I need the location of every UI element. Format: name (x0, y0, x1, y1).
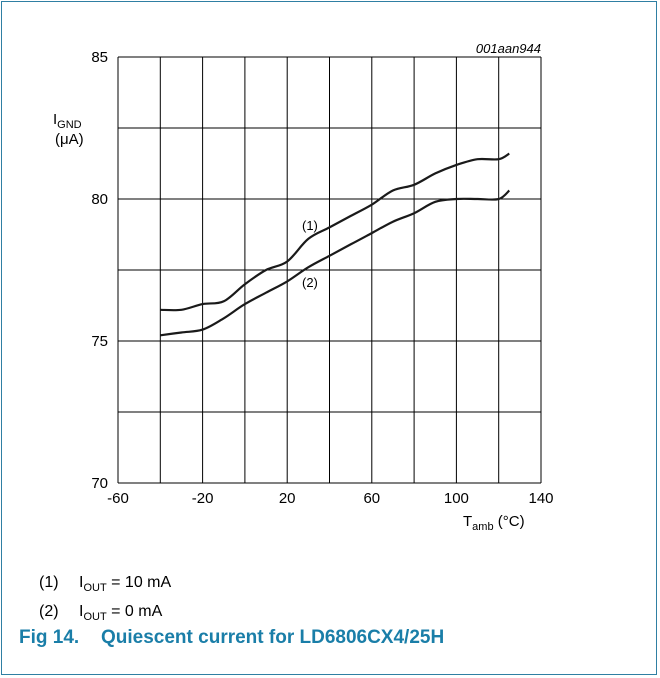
y-axis-label: IGND (53, 111, 82, 131)
x-tick-label: -20 (192, 490, 214, 507)
legend-item-2-symbol: I (79, 603, 84, 620)
chart-annotations: (1) (2) (302, 218, 318, 290)
quiescent-current-chart: -60 -20 20 60 100 140 70 75 80 85 (1) (2) 001aan94… (53, 41, 554, 533)
y-tick-label: 85 (91, 49, 108, 66)
legend-item-2-subscript: OUT (83, 611, 107, 624)
curve-label-2: (2) (302, 275, 318, 290)
legend-item-2-condition: = 0 mA (106, 603, 163, 620)
series-line-2 (160, 189, 511, 337)
y-axis-unit: (μA) (55, 131, 84, 148)
legend-item-1-condition: = 10 mA (106, 574, 172, 591)
chart-curves (160, 152, 511, 337)
y-axis-label-symbol: I (53, 111, 57, 128)
legend-item-2: (2) IOUT = 0 mA (39, 603, 162, 623)
x-tick-label: 140 (528, 490, 553, 507)
x-axis-label-subscript: amb (472, 521, 493, 533)
x-tick-label: 60 (363, 490, 380, 507)
chart-tick-labels: -60 -20 20 60 100 140 70 75 80 85 (91, 49, 553, 507)
x-tick-label: -60 (107, 490, 129, 507)
x-tick-label: 100 (444, 490, 469, 507)
chart-grid (117, 56, 542, 484)
y-axis-label-subscript: GND (57, 119, 82, 131)
x-tick-label: 20 (279, 490, 296, 507)
legend-item-1-number: (1) (39, 574, 59, 591)
legend-item-2-number: (2) (39, 603, 59, 620)
x-axis-label: Tamb (°C) (463, 513, 525, 533)
figure-caption-text: Quiescent current for LD6806CX4/25H (101, 627, 445, 648)
series-line-1 (160, 152, 510, 312)
y-tick-label: 80 (91, 191, 108, 208)
legend-item-1: (1) IOUT = 10 mA (39, 574, 171, 594)
x-axis-label-unit: (°C) (494, 513, 525, 530)
figure-caption-label: Fig 14. (19, 627, 80, 648)
figure-caption: Fig 14. Quiescent current for LD6806CX4/2… (19, 627, 444, 649)
y-tick-label: 70 (91, 475, 108, 492)
x-axis-label-symbol: T (463, 513, 472, 530)
y-tick-label: 75 (91, 333, 108, 350)
legend-item-1-subscript: OUT (83, 582, 107, 595)
curve-label-1: (1) (302, 218, 318, 233)
legend-item-1-symbol: I (79, 574, 84, 591)
figure-code: 001aan944 (476, 41, 541, 56)
